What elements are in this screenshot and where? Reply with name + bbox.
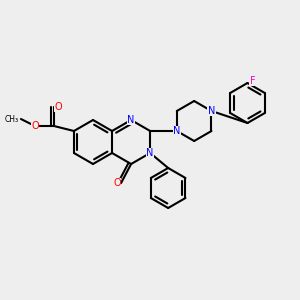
Text: F: F: [250, 76, 255, 86]
Text: N: N: [128, 115, 135, 125]
Text: N: N: [146, 148, 154, 158]
Text: O: O: [54, 102, 62, 112]
Text: CH₃: CH₃: [5, 115, 19, 124]
Text: O: O: [31, 121, 39, 131]
Text: O: O: [113, 178, 121, 188]
Text: N: N: [173, 126, 181, 136]
Text: N: N: [208, 106, 215, 116]
